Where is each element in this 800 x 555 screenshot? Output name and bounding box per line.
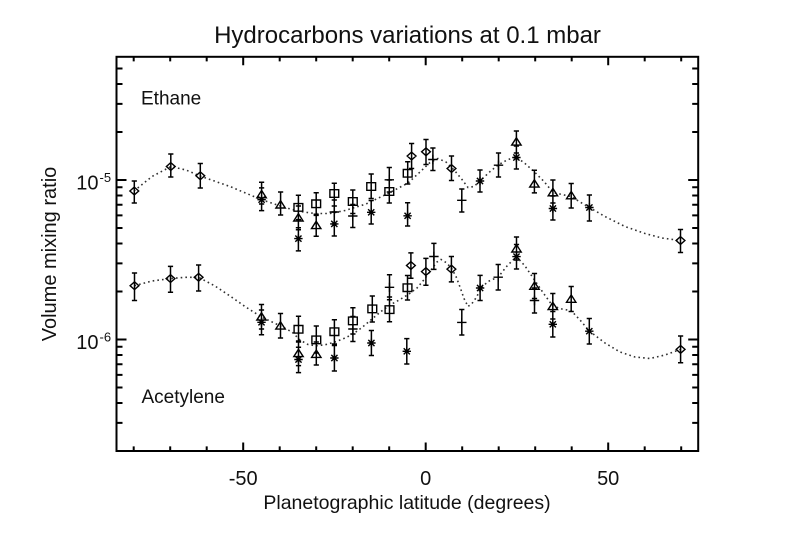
svg-text:Ethane: Ethane <box>141 89 201 110</box>
svg-text:Volume mixing ratio: Volume mixing ratio <box>39 167 61 342</box>
svg-text:Planetographic latitude (degre: Planetographic latitude (degrees) <box>263 492 550 514</box>
svg-text:10: 10 <box>76 332 98 354</box>
svg-text:-5: -5 <box>100 170 112 185</box>
svg-text:-50: -50 <box>229 468 258 490</box>
svg-text:0: 0 <box>420 468 431 490</box>
svg-text:Hydrocarbons variations at 0.1: Hydrocarbons variations at 0.1 mbar <box>214 22 601 49</box>
svg-text:50: 50 <box>597 468 619 490</box>
svg-text:-6: -6 <box>100 330 112 345</box>
svg-text:10: 10 <box>76 173 98 195</box>
svg-text:Acetylene: Acetylene <box>142 387 225 408</box>
